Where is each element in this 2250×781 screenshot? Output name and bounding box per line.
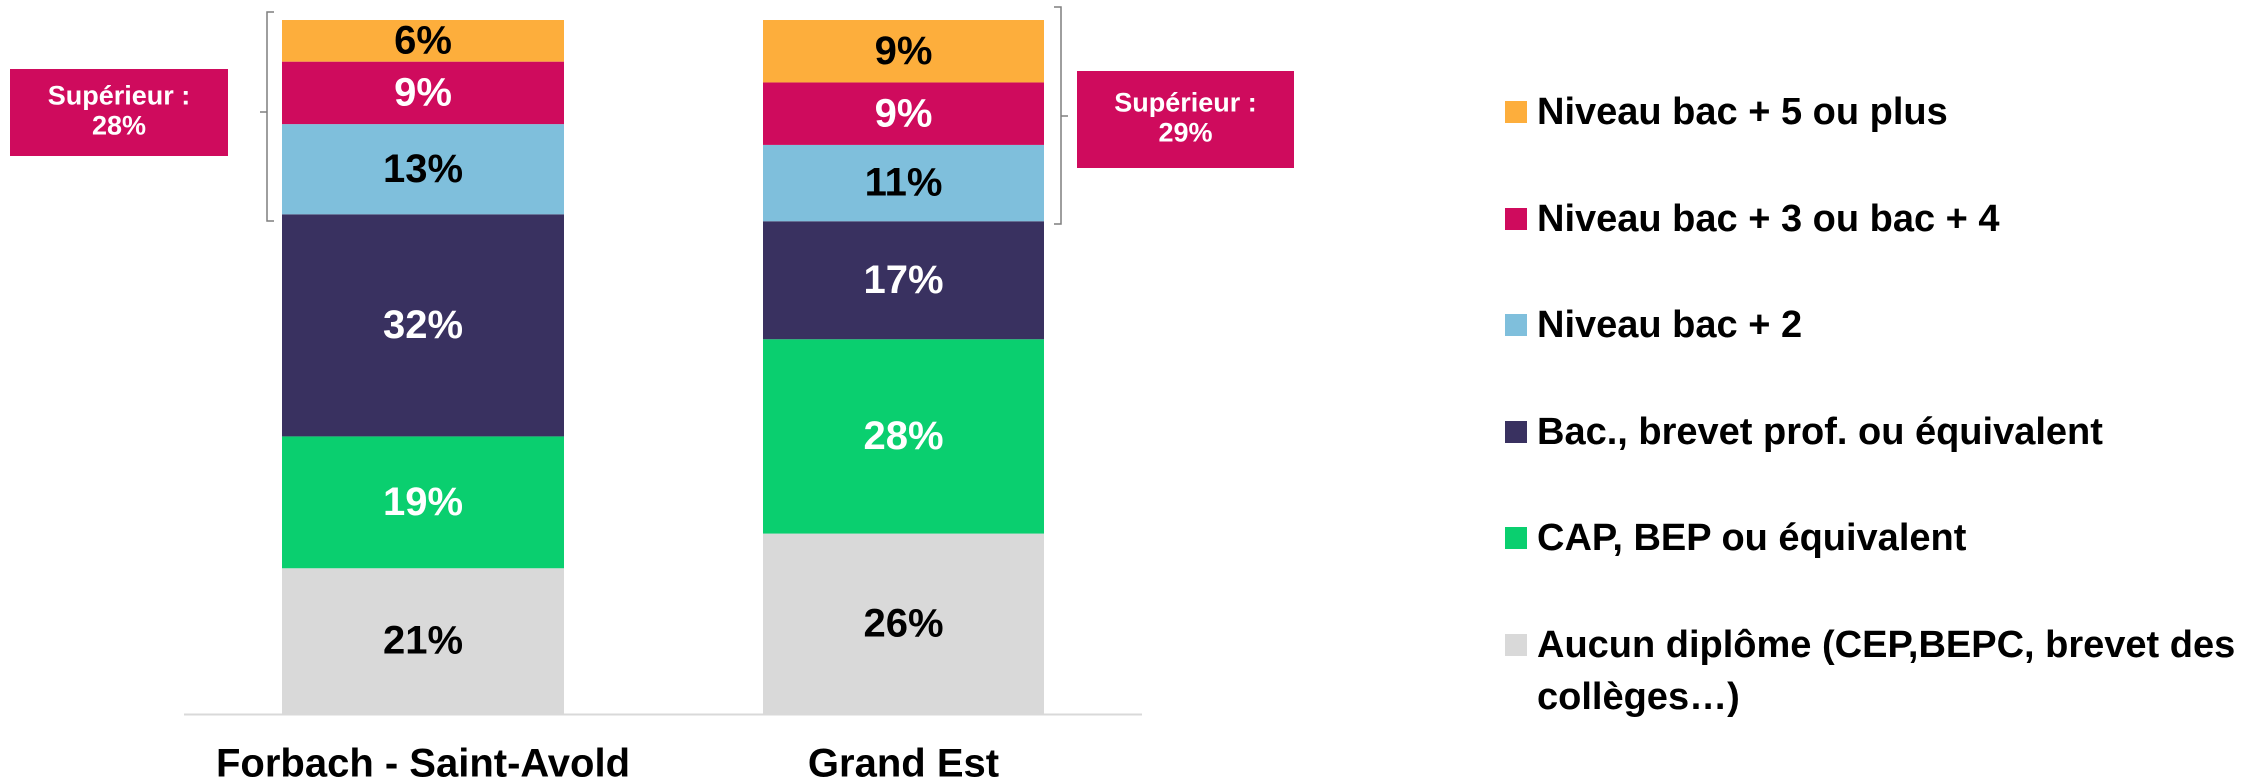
legend-label: Bac., brevet prof. ou équivalent [1537,411,2103,453]
legend-item: Bac., brevet prof. ou équivalent [1505,406,2245,458]
bar-segment [282,20,564,62]
data-label: 9% [875,29,933,73]
data-label: 17% [863,258,943,302]
bar-segment [282,61,564,125]
legend-label: Niveau bac + 5 ou plus [1537,91,1948,133]
bar-segment [763,82,1044,145]
annotation-box [10,69,228,156]
legend-swatch [1505,527,1527,549]
legend-swatch [1505,101,1527,123]
legend-label: Niveau bac + 3 ou bac + 4 [1537,198,2000,240]
legend-swatch [1505,634,1527,656]
legend-item: Aucun diplôme (CEP,BEPC, brevet des coll… [1505,619,2245,723]
bar-segment [763,339,1044,534]
data-label: 32% [383,303,463,347]
annotation-text: 28% [92,111,146,141]
bar-segment [763,533,1044,714]
legend-item: Niveau bac + 3 ou bac + 4 [1505,193,2245,245]
data-label: 19% [383,480,463,524]
data-label: 6% [394,18,452,62]
annotation-text: 29% [1158,118,1212,148]
data-label: 9% [394,70,452,114]
legend-label: CAP, BEP ou équivalent [1537,517,1967,559]
bar-segment [763,144,1044,222]
annotation-box [1077,71,1294,168]
data-label: 28% [863,414,943,458]
bar-segment [763,20,1044,83]
legend-swatch [1505,314,1527,336]
bar-segment [763,221,1044,340]
legend-label: Niveau bac + 2 [1537,304,1803,346]
legend-label: Aucun diplôme (CEP,BEPC, brevet des coll… [1537,624,2236,718]
legend-item: Niveau bac + 2 [1505,299,2245,351]
x-tick-label: Forbach - Saint-Avold [216,742,630,781]
legend-item: Niveau bac + 5 ou plus [1505,86,2245,138]
bracket [266,11,274,222]
data-label: 13% [383,147,463,191]
annotation-text: Supérieur : [1114,88,1257,118]
bar-segment [282,214,564,437]
x-tick-label: Grand Est [808,742,999,781]
data-label: 26% [863,601,943,645]
data-label: 21% [383,619,463,663]
legend-swatch [1505,208,1527,230]
bar-segment [282,124,564,215]
bar-segment [282,436,564,569]
bar-segment [282,568,564,714]
data-label: 9% [875,91,933,135]
legend-item: CAP, BEP ou équivalent [1505,512,2245,564]
bracket [1054,6,1062,225]
data-label: 11% [865,161,943,205]
annotation-text: Supérieur : [48,81,191,111]
legend-swatch [1505,421,1527,443]
